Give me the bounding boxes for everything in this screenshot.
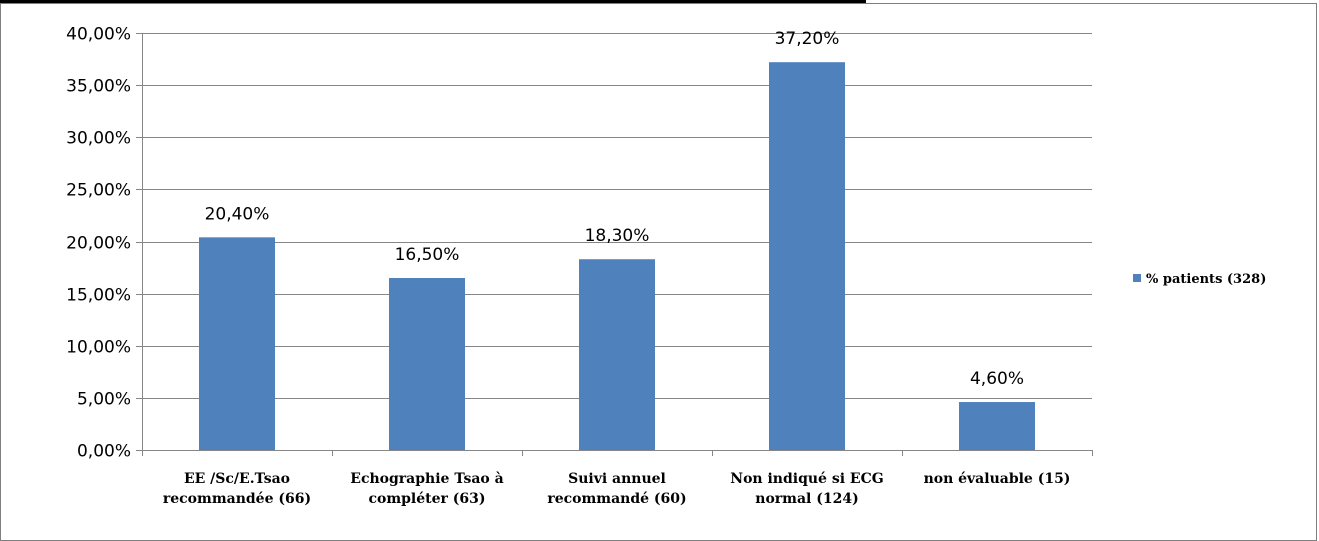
legend-swatch — [1133, 274, 1141, 282]
data-label: 20,40% — [205, 204, 270, 224]
data-label: 4,60% — [970, 369, 1024, 389]
x-category-label: compléter (63) — [368, 491, 485, 507]
bars — [199, 62, 1035, 450]
data-labels: 20,40% 16,50% 18,30% 37,20% 4,60% — [205, 29, 1024, 389]
x-category-label: recommandée (66) — [163, 491, 311, 507]
chart-border — [0, 3, 1317, 541]
x-category-label: Non indiqué si ECG — [730, 471, 883, 487]
x-category-label: recommandé (60) — [547, 491, 686, 507]
bar — [199, 237, 275, 450]
y-tick-label: 15,00% — [66, 286, 131, 306]
bar — [389, 277, 465, 450]
bar — [579, 259, 655, 450]
y-tick-label: 5,00% — [77, 390, 131, 410]
legend-label: % patients (328) — [1146, 272, 1266, 287]
gridlines — [142, 33, 1092, 399]
y-tick-label: 30,00% — [66, 129, 131, 149]
data-label: 16,50% — [395, 245, 460, 265]
x-category-label: Suivi annuel — [568, 471, 666, 487]
x-category-label: Echographie Tsao à — [350, 471, 503, 487]
y-tick-label: 35,00% — [66, 77, 131, 97]
y-tick-label: 10,00% — [66, 338, 131, 358]
x-category-label: normal (124) — [755, 491, 858, 507]
y-tick-label: 20,00% — [66, 234, 131, 254]
bar — [769, 62, 845, 450]
y-tick-label: 40,00% — [66, 25, 131, 45]
data-label: 18,30% — [585, 226, 650, 246]
y-tick-label: 25,00% — [66, 181, 131, 201]
x-category-label: EE /Sc/E.Tsao — [184, 471, 290, 487]
y-tick-label: 0,00% — [77, 442, 131, 462]
bar — [959, 402, 1035, 450]
y-axis: 0,00% 5,00% 10,00% 15,00% 20,00% 25,00% 30,00%… — [66, 25, 143, 462]
x-axis: EE /Sc/E.Tsao recommandée (66) Echographie… — [142, 450, 1093, 507]
data-label: 37,20% — [775, 29, 840, 49]
x-category-label: non évaluable (15) — [924, 471, 1071, 487]
legend: % patients (328) — [1133, 272, 1266, 287]
